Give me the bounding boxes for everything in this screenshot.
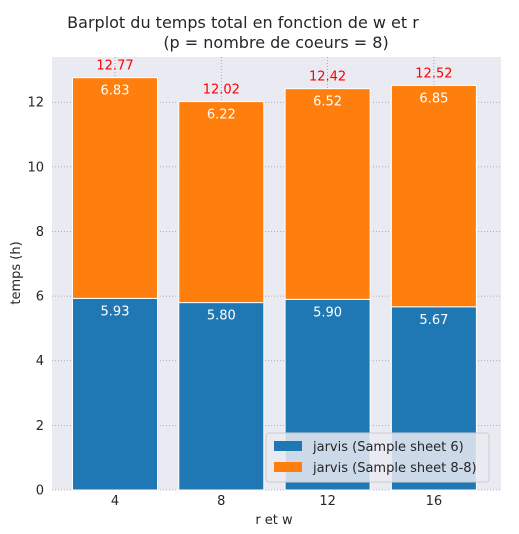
x-tick-labels: 4 8 12 16 <box>111 494 442 509</box>
bar-total-label: 12.77 <box>96 59 133 74</box>
bar-total-label: 12.42 <box>309 70 346 85</box>
bar-value-label: 6.52 <box>313 95 342 110</box>
y-tick-label: 2 <box>36 419 44 434</box>
x-tick-label: 16 <box>426 494 443 509</box>
chart-title: Barplot du temps total en fonction de w … <box>67 13 419 32</box>
y-tick-label: 10 <box>27 160 44 175</box>
y-tick-label: 0 <box>36 484 44 499</box>
bar-segment <box>178 101 265 304</box>
bar-value-label: 5.93 <box>101 304 130 319</box>
x-axis-label: r et w <box>255 513 293 528</box>
legend-label: jarvis (Sample sheet 6) <box>312 440 464 455</box>
legend-label: jarvis (Sample sheet 8-8) <box>312 461 477 476</box>
bar-segment <box>284 88 371 300</box>
chart-subtitle: (p = nombre de coeurs = 8) <box>163 33 388 52</box>
legend-swatch <box>274 441 302 451</box>
bar-segment <box>390 84 477 308</box>
y-tick-label: 4 <box>36 354 44 369</box>
bar-total-label: 12.52 <box>415 66 452 81</box>
y-tick-labels: 0 2 4 6 8 10 12 <box>27 96 44 499</box>
x-tick-label: 4 <box>111 494 119 509</box>
x-tick-label: 8 <box>217 494 225 509</box>
bar-value-label: 5.90 <box>313 305 342 320</box>
legend-box <box>265 432 490 483</box>
bar-value-label: 5.67 <box>419 313 448 328</box>
y-tick-label: 6 <box>36 290 44 305</box>
y-tick-label: 8 <box>36 225 44 240</box>
bar-value-label: 6.85 <box>419 91 448 106</box>
bar-segment <box>72 77 158 299</box>
x-tick-label: 12 <box>319 494 336 509</box>
y-axis-label: temps (h) <box>9 241 24 304</box>
value-labels-group: 5.93 6.83 12.77 5.80 6.22 12.02 5.90 6.52 12.42 5… <box>96 59 452 328</box>
y-tick-label: 12 <box>27 96 44 111</box>
bar-segment <box>72 297 158 491</box>
bar-value-label: 6.83 <box>101 84 130 99</box>
bar-value-label: 5.80 <box>207 309 236 324</box>
bar-segment <box>178 302 265 491</box>
legend: jarvis (Sample sheet 6) jarvis (Sample sh… <box>265 432 490 483</box>
bars-group <box>72 77 477 491</box>
legend-swatch <box>274 462 302 472</box>
bar-value-label: 6.22 <box>207 108 236 123</box>
bar-total-label: 12.02 <box>203 83 240 98</box>
